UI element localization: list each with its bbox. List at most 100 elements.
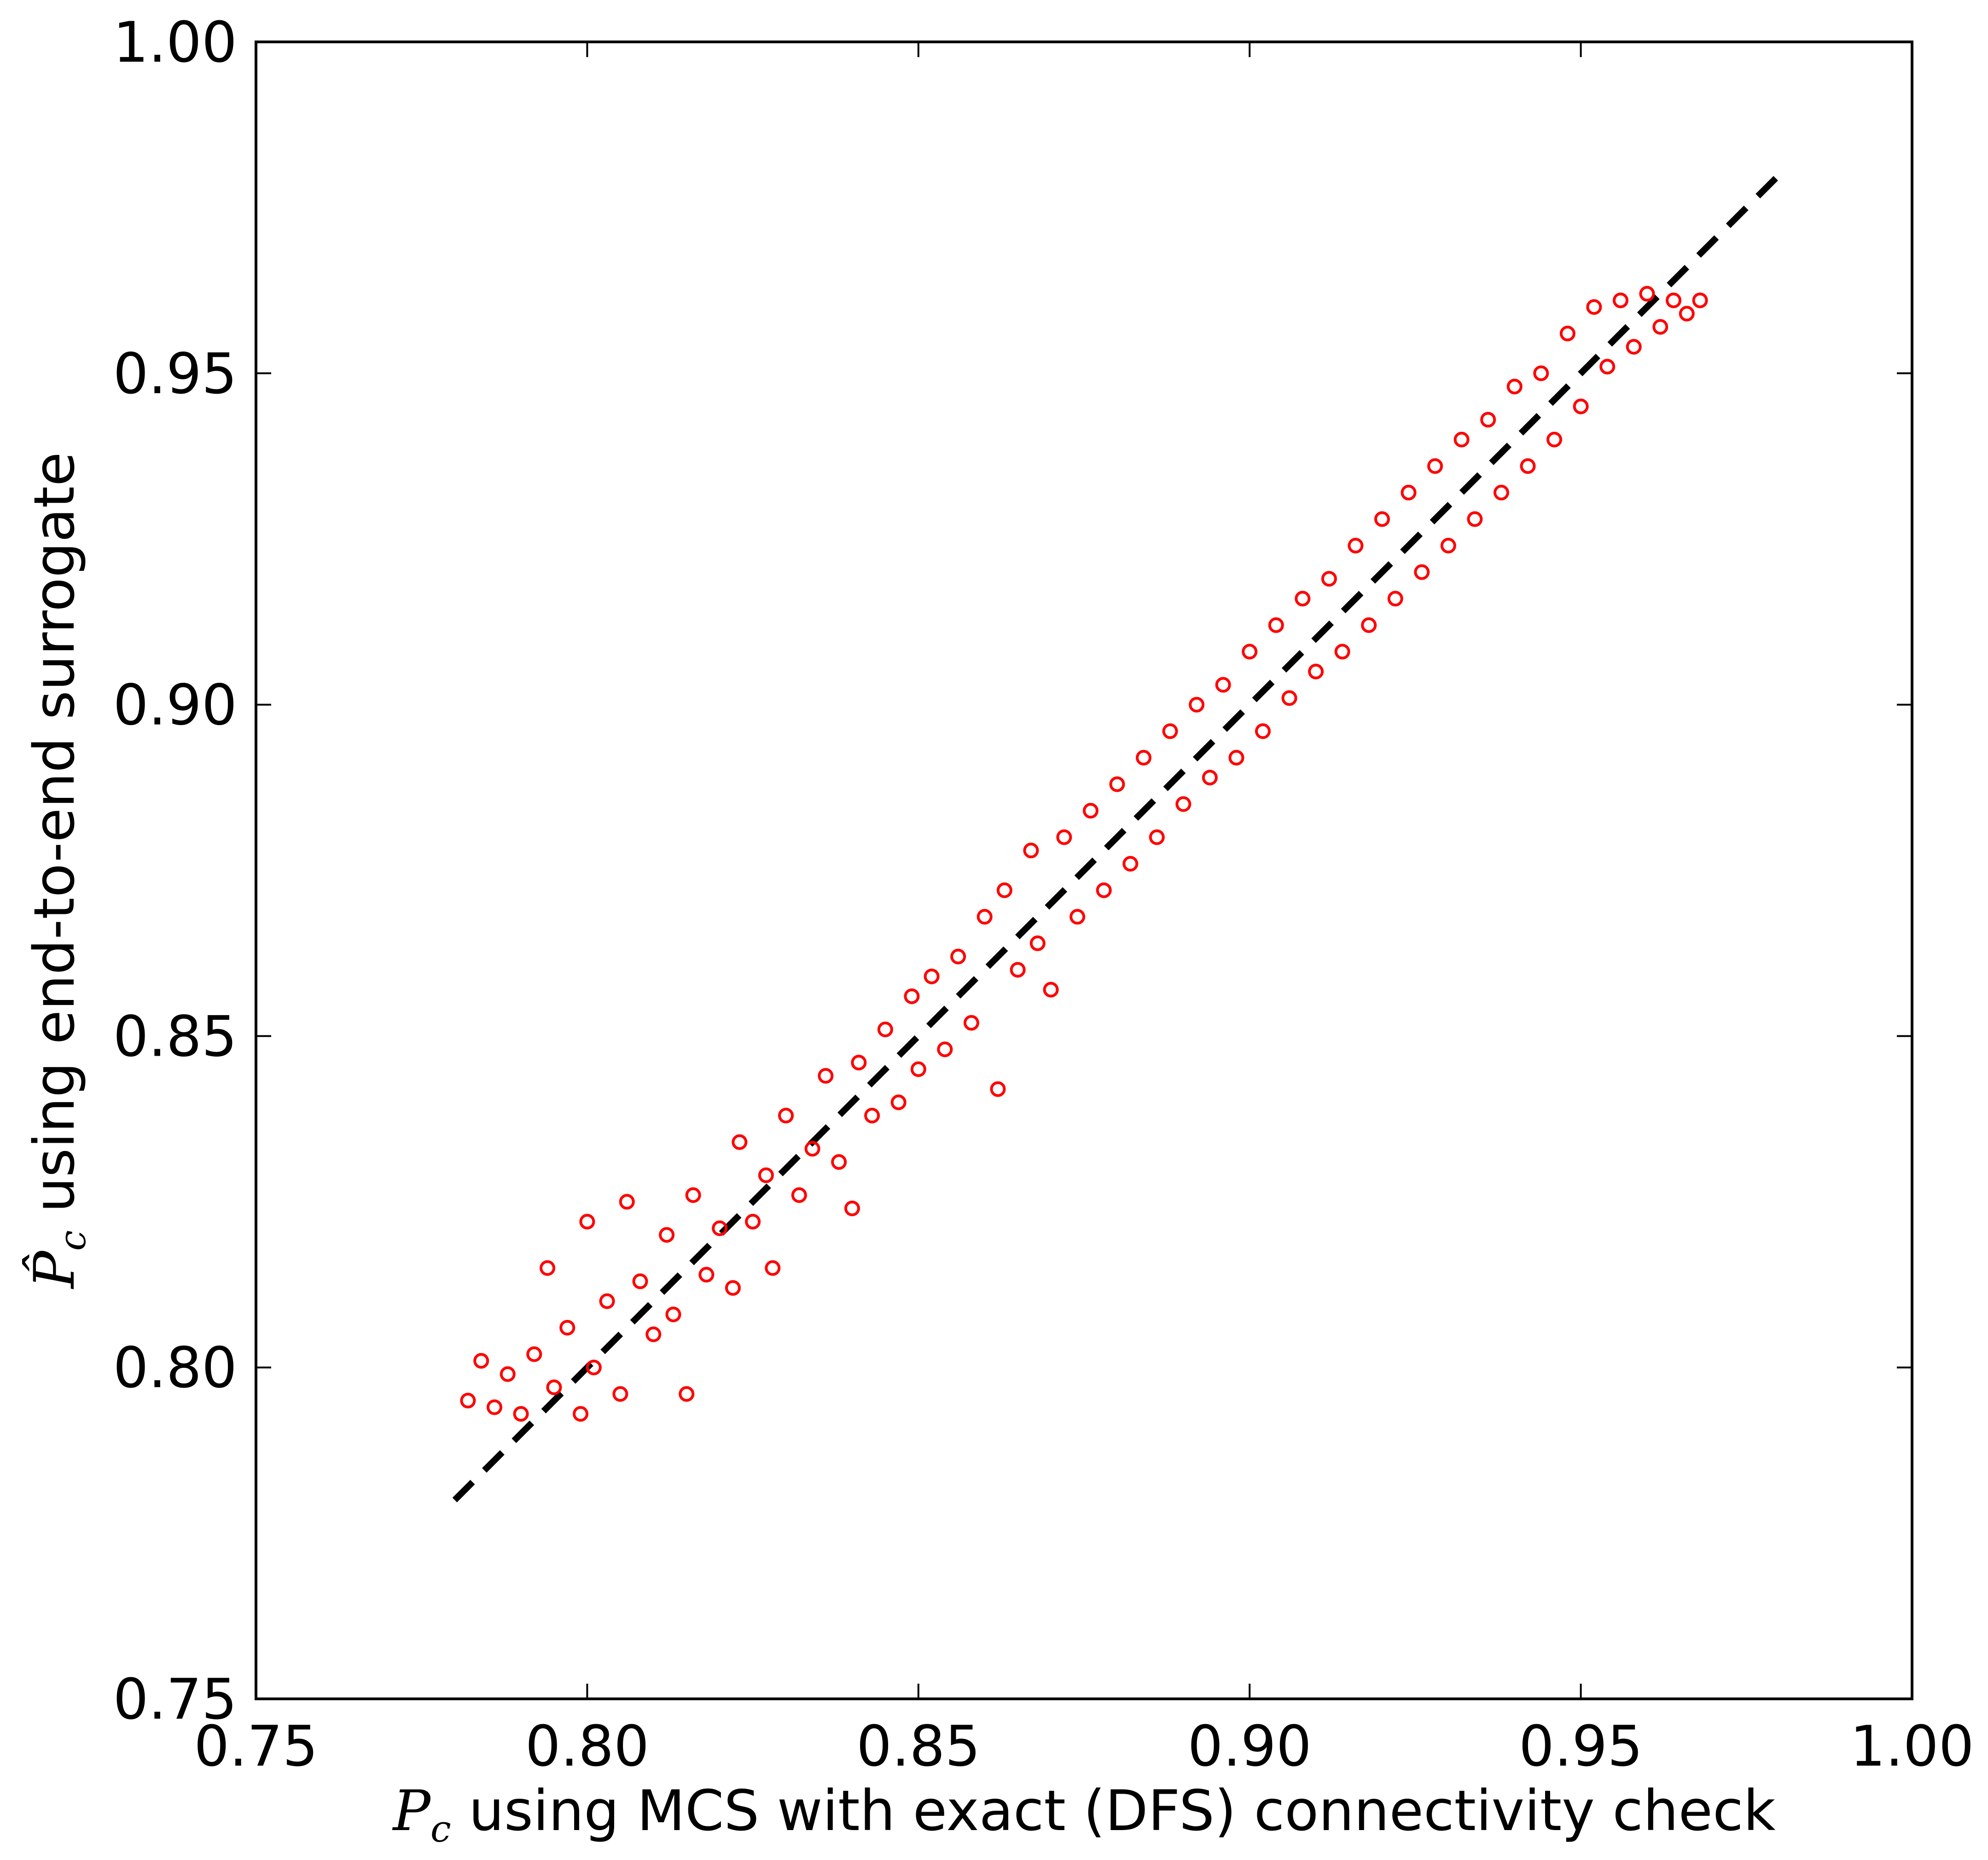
point xyxy=(612,1386,628,1402)
point xyxy=(1348,538,1364,554)
point xyxy=(950,948,966,965)
point xyxy=(1361,617,1377,633)
point xyxy=(904,988,920,1005)
point xyxy=(1122,856,1139,872)
point xyxy=(924,968,940,984)
point xyxy=(1546,431,1563,448)
point xyxy=(1096,882,1112,898)
point xyxy=(1480,412,1496,428)
point xyxy=(500,1366,516,1382)
point xyxy=(1023,843,1039,859)
point xyxy=(513,1406,529,1422)
point xyxy=(1334,644,1350,660)
point xyxy=(1533,365,1549,381)
x-tick-label: 0.85 xyxy=(856,1714,980,1779)
point xyxy=(732,1134,748,1150)
x-label-text: using MCS with exact (DFS) connectivity … xyxy=(451,1779,1776,1843)
point xyxy=(573,1406,589,1422)
point xyxy=(1175,796,1192,812)
point xyxy=(665,1307,681,1323)
point xyxy=(1652,319,1668,335)
point xyxy=(473,1353,489,1369)
point xyxy=(890,1094,907,1110)
point xyxy=(1228,750,1244,766)
point xyxy=(758,1167,774,1183)
point xyxy=(1281,690,1297,706)
point xyxy=(559,1319,575,1336)
y-tick-label: 0.80 xyxy=(113,1336,237,1401)
y-tick-label: 0.95 xyxy=(113,342,237,407)
point xyxy=(546,1379,562,1395)
point xyxy=(864,1108,880,1124)
point xyxy=(1453,431,1470,448)
point xyxy=(1308,663,1324,680)
point xyxy=(460,1393,476,1409)
point xyxy=(685,1187,701,1203)
point xyxy=(1414,564,1430,580)
point xyxy=(990,1081,1006,1097)
point xyxy=(712,1220,728,1236)
point xyxy=(1493,484,1509,500)
point xyxy=(963,1015,979,1031)
point xyxy=(791,1187,807,1203)
point xyxy=(745,1214,761,1230)
point xyxy=(1639,286,1655,302)
point xyxy=(877,1022,893,1038)
y-axis-label: P̂c using end-to-end surrogate xyxy=(22,452,94,1290)
point xyxy=(1573,398,1589,414)
x-tick-label: 0.75 xyxy=(194,1714,318,1779)
x-label-subscript: c xyxy=(430,1808,451,1850)
point xyxy=(1295,591,1311,607)
y-label-symbol: P̂ xyxy=(22,1250,87,1289)
point xyxy=(659,1227,675,1243)
point xyxy=(1162,723,1178,739)
point xyxy=(486,1399,502,1415)
point xyxy=(844,1200,860,1216)
point xyxy=(1626,339,1642,355)
point xyxy=(1520,458,1536,474)
point xyxy=(910,1061,926,1077)
point xyxy=(1440,538,1456,554)
point xyxy=(1427,458,1443,474)
y-label-subscript: c xyxy=(51,1230,94,1251)
point xyxy=(1255,723,1271,739)
point xyxy=(818,1068,834,1084)
point xyxy=(698,1267,715,1283)
point xyxy=(1010,962,1026,978)
point xyxy=(1599,359,1616,375)
point xyxy=(1202,769,1218,785)
point xyxy=(725,1280,741,1296)
point xyxy=(1387,591,1403,607)
point xyxy=(851,1054,867,1070)
x-tick-label: 1.00 xyxy=(1850,1714,1974,1779)
point xyxy=(526,1346,542,1362)
point xyxy=(1109,776,1125,792)
y-tick-label: 0.75 xyxy=(113,1667,237,1732)
point xyxy=(1215,677,1231,693)
y-tick-label: 1.00 xyxy=(113,10,237,75)
point xyxy=(1056,829,1072,845)
point xyxy=(778,1108,794,1124)
point xyxy=(679,1386,695,1402)
point xyxy=(1679,306,1695,322)
point xyxy=(804,1141,820,1157)
point xyxy=(1401,484,1417,500)
point xyxy=(1692,292,1708,308)
y-tick-label: 0.90 xyxy=(113,673,237,738)
reference-line xyxy=(452,172,1782,1503)
point xyxy=(1029,935,1046,951)
point xyxy=(1374,511,1390,527)
point xyxy=(831,1154,847,1170)
x-tick-label: 0.95 xyxy=(1519,1714,1643,1779)
point xyxy=(765,1260,781,1276)
point xyxy=(1467,511,1483,527)
point xyxy=(540,1260,556,1276)
point xyxy=(1082,802,1099,819)
point xyxy=(937,1041,953,1058)
point xyxy=(1149,829,1165,845)
x-tick-label: 0.80 xyxy=(525,1714,649,1779)
y-tick-label: 0.85 xyxy=(113,1004,237,1069)
point xyxy=(1043,982,1059,998)
